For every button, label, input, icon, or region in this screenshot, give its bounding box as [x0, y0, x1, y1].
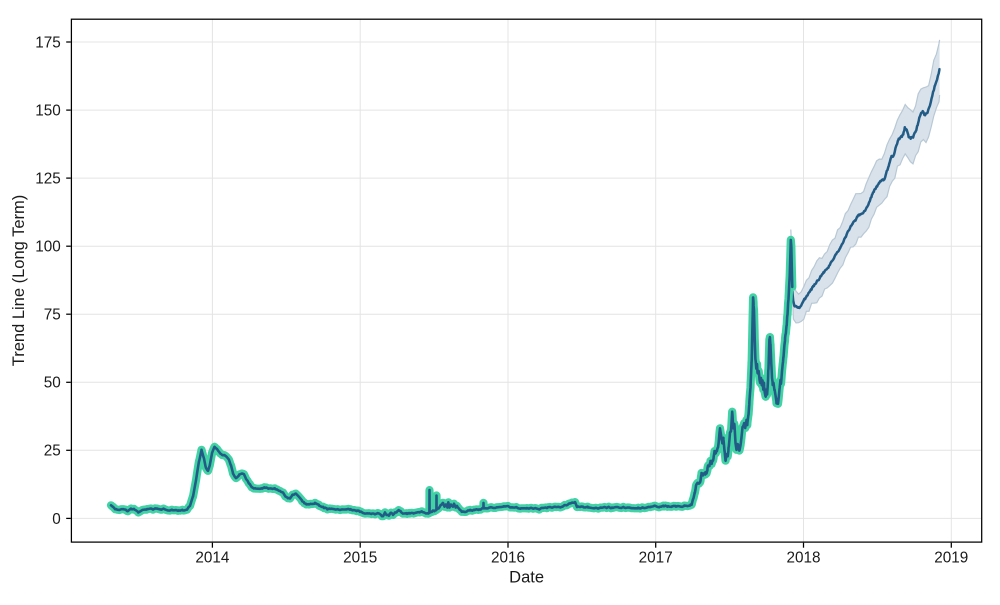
- svg-text:150: 150: [35, 103, 61, 120]
- svg-text:2019: 2019: [934, 550, 968, 567]
- svg-text:125: 125: [35, 171, 61, 188]
- svg-text:2016: 2016: [491, 550, 525, 567]
- svg-text:75: 75: [44, 307, 61, 324]
- svg-text:0: 0: [52, 511, 61, 528]
- svg-text:175: 175: [35, 34, 61, 51]
- svg-text:Date: Date: [509, 569, 544, 587]
- svg-text:Trend Line (Long Term): Trend Line (Long Term): [10, 195, 28, 367]
- svg-text:25: 25: [44, 443, 61, 460]
- svg-text:50: 50: [44, 375, 61, 392]
- svg-text:2018: 2018: [786, 550, 820, 567]
- svg-text:2017: 2017: [639, 550, 673, 567]
- svg-text:2015: 2015: [343, 550, 377, 567]
- svg-text:100: 100: [35, 239, 61, 256]
- svg-text:2014: 2014: [195, 550, 230, 567]
